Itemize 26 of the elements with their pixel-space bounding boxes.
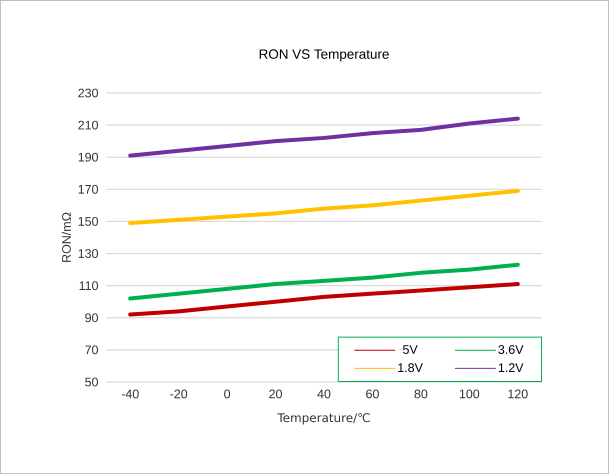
x-tick-label: 40 <box>317 390 330 398</box>
y-tick-label: 170 <box>78 184 98 194</box>
y-tick-label: 50 <box>85 378 98 386</box>
chart-title: RON VS Temperature <box>260 49 389 62</box>
x-tick-label: -40 <box>122 390 139 398</box>
x-tick-label: 80 <box>414 390 428 398</box>
x-tick-label: 20 <box>269 390 282 398</box>
legend-label: 5V <box>402 345 418 354</box>
y-tick-label: 70 <box>85 345 98 354</box>
x-axis-title: Temperature/℃ <box>277 413 370 425</box>
y-tick-label: 230 <box>78 88 98 98</box>
y-tick-label: 190 <box>78 152 98 162</box>
x-tick-label: 100 <box>460 390 480 398</box>
x-tick-label: 0 <box>224 390 230 398</box>
y-tick-label: 150 <box>78 217 98 226</box>
legend-label: 1.8V <box>398 363 423 372</box>
legend-label: 1.2V <box>498 363 524 372</box>
x-tick-label: 120 <box>508 390 528 398</box>
x-tick-label: 60 <box>366 390 379 398</box>
y-tick-label: 110 <box>80 281 98 290</box>
y-tick-label: 210 <box>78 120 98 130</box>
y-tick-label: 130 <box>78 249 98 258</box>
legend-label: 3.6V <box>498 345 524 354</box>
y-axis-title: RON/mΩ <box>62 212 71 262</box>
y-tick-label: 90 <box>85 313 98 322</box>
x-tick-label: -20 <box>170 390 188 398</box>
